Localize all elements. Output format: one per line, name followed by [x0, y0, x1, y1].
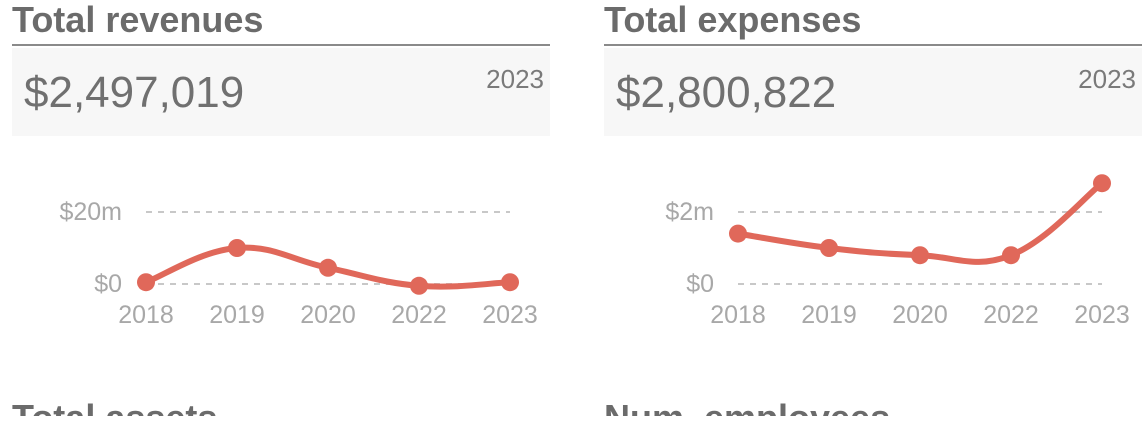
kpi-card: $2,497,019 2023 — [12, 48, 550, 136]
kpi-value: $2,800,822 — [616, 68, 837, 117]
x-tick-label: 2020 — [300, 301, 356, 329]
x-tick-label: 2018 — [118, 301, 174, 329]
x-tick-label: 2019 — [801, 301, 857, 329]
x-tick-label: 2023 — [482, 301, 538, 329]
title-divider — [12, 44, 550, 46]
panel-title: Total expenses — [604, 0, 862, 40]
kpi-value: $2,497,019 — [24, 68, 245, 117]
data-point — [319, 258, 337, 277]
chart-svg: $0 $20m 2018 2019 2020 2022 2023 — [59, 198, 538, 329]
data-point — [501, 273, 519, 292]
x-tick-label: 2019 — [209, 301, 265, 329]
data-point — [729, 224, 747, 243]
expenses-line-chart: $0 $2m 2018 2019 2020 2022 2023 — [604, 160, 1144, 340]
expenses-panel: Total expenses $2,800,822 2023 — [604, 0, 1142, 136]
data-point — [410, 276, 428, 295]
x-tick-label: 2020 — [892, 301, 948, 329]
data-point — [911, 246, 929, 265]
next-section-title: Num. employees — [604, 398, 890, 416]
y-tick-label: $20m — [59, 198, 122, 226]
x-tick-label: 2022 — [983, 301, 1039, 329]
y-tick-label: $0 — [94, 270, 122, 298]
data-point — [1002, 246, 1020, 265]
data-point — [228, 239, 246, 257]
title-divider — [604, 44, 1142, 46]
next-section-title: Total assets — [12, 398, 217, 416]
data-point — [137, 273, 155, 292]
chart-svg: $0 $2m 2018 2019 2020 2022 2023 — [665, 174, 1130, 329]
x-tick-label: 2022 — [391, 301, 447, 329]
kpi-year: 2023 — [486, 64, 544, 94]
x-tick-label: 2018 — [710, 301, 766, 329]
revenues-line-chart: $0 $20m 2018 2019 2020 2022 2023 — [12, 160, 552, 340]
data-point — [820, 239, 838, 257]
y-tick-label: $2m — [665, 198, 714, 226]
kpi-card: $2,800,822 2023 — [604, 48, 1142, 136]
data-point — [1093, 174, 1111, 193]
kpi-year: 2023 — [1078, 64, 1136, 94]
panel-title: Total revenues — [12, 0, 264, 40]
y-tick-label: $0 — [686, 270, 714, 298]
revenues-panel: Total revenues $2,497,019 2023 — [12, 0, 550, 136]
x-tick-label: 2023 — [1074, 301, 1130, 329]
